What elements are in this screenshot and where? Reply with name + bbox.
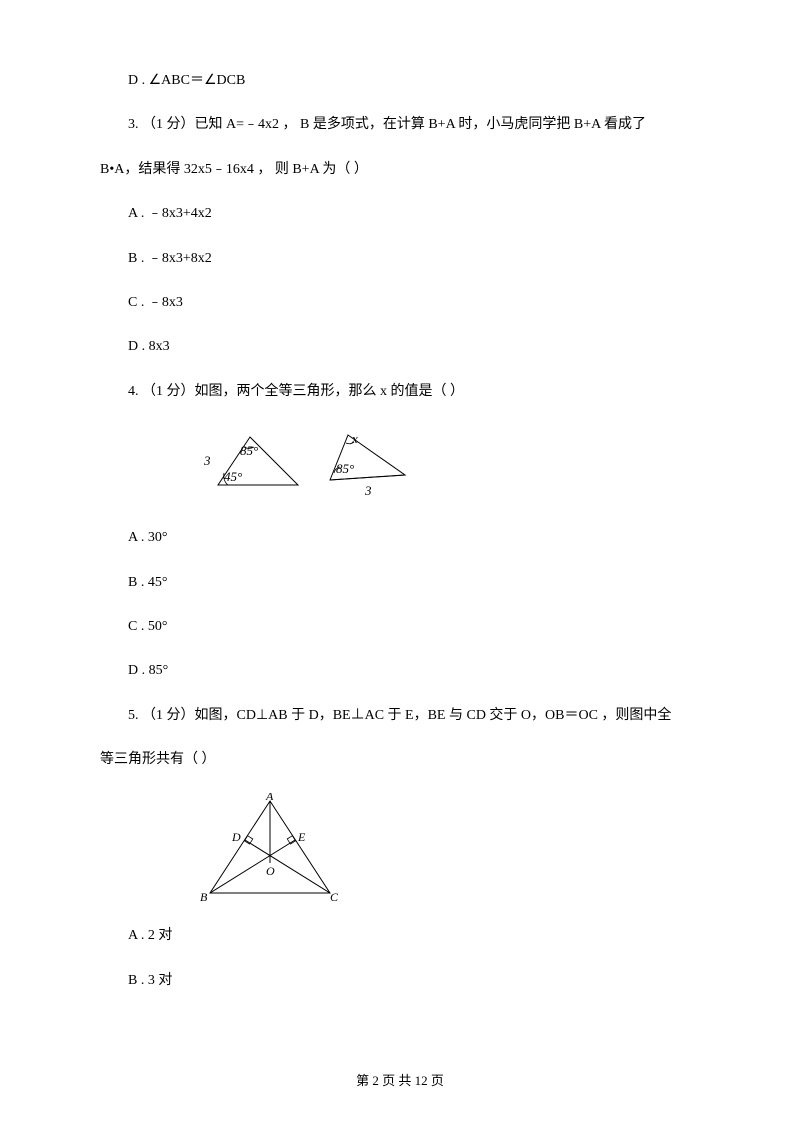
q5-b-text: B . 3 对 [128,973,172,988]
q3-line1: 3. （1 分）已知 A=﹣4x2 ， B 是多项式，在计算 B+A 时，小马虎… [100,114,700,136]
triangle-1: 3 85° 45° [203,437,298,485]
lbl-b: B [200,890,208,903]
q4-figure: 3 85° 45° x 85° 3 [200,425,700,505]
q4-b-text: B . 45° [128,575,167,590]
q5-text1: 5. （1 分）如图，CD⊥AB 于 D，BE⊥AC 于 E，BE 与 CD 交… [128,708,671,723]
q4-question: 4. （1 分）如图，两个全等三角形，那么 x 的值是（ ） [100,381,700,403]
q3-option-d: D . 8x3 [100,336,700,358]
q5-text2: 等三角形共有（ ） [100,752,216,767]
tri1-side-3: 3 [203,453,211,468]
q3-c-text: C . ﹣8x3 [128,295,183,310]
tri2-side-3: 3 [364,483,372,498]
q4-option-b: B . 45° [100,572,700,594]
lbl-e: E [297,830,306,844]
triangle-2: x 85° 3 [330,431,405,498]
q5-geometry: A B C D E O [200,793,339,903]
q4-c-text: C . 50° [128,619,167,634]
q5-line2: 等三角形共有（ ） [100,749,700,771]
q3-option-a: A . ﹣8x3+4x2 [100,203,700,225]
lbl-c: C [330,890,339,903]
q4-d-text: D . 85° [128,663,168,678]
tri1-angle-85: 85° [240,443,258,458]
q4-triangles-svg: 3 85° 45° x 85° 3 [200,425,420,505]
tri2-angle-85: 85° [336,461,354,476]
q3-option-b: B . ﹣8x3+8x2 [100,248,700,270]
q5-option-a: A . 2 对 [100,925,700,947]
q4-option-c: C . 50° [100,616,700,638]
lbl-a: A [265,793,274,803]
q4-text: 4. （1 分）如图，两个全等三角形，那么 x 的值是（ ） [128,384,464,399]
q4-option-d: D . 85° [100,660,700,682]
q2-d-text: D . ∠ABC＝∠DCB [128,73,245,88]
lbl-d: D [231,830,241,844]
tri1-angle-45: 45° [224,469,242,484]
q5-triangle-svg: A B C D E O [200,793,340,903]
q4-option-a: A . 30° [100,527,700,549]
q3-text1: 3. （1 分）已知 A=﹣4x2 ， B 是多项式，在计算 B+A 时，小马虎… [128,117,646,132]
q2-option-d: D . ∠ABC＝∠DCB [100,70,700,92]
q3-line2: B•A，结果得 32x5﹣16x4 ， 则 B+A 为（ ） [100,159,700,181]
q3-d-text: D . 8x3 [128,339,170,354]
lbl-o: O [266,864,275,878]
q5-option-b: B . 3 对 [100,970,700,992]
page-footer: 第 2 页 共 12 页 [0,1071,800,1092]
q5-line1: 5. （1 分）如图，CD⊥AB 于 D，BE⊥AC 于 E，BE 与 CD 交… [100,705,700,727]
q3-text2: B•A，结果得 32x5﹣16x4 ， 则 B+A 为（ ） [100,162,368,177]
q3-a-text: A . ﹣8x3+4x2 [128,206,212,221]
tri2-angle-x: x [351,431,358,446]
q5-a-text: A . 2 对 [128,928,172,943]
q5-figure: A B C D E O [200,793,700,903]
q3-option-c: C . ﹣8x3 [100,292,700,314]
q3-b-text: B . ﹣8x3+8x2 [128,251,212,266]
q4-a-text: A . 30° [128,530,167,545]
pagination-text: 第 2 页 共 12 页 [356,1073,444,1088]
